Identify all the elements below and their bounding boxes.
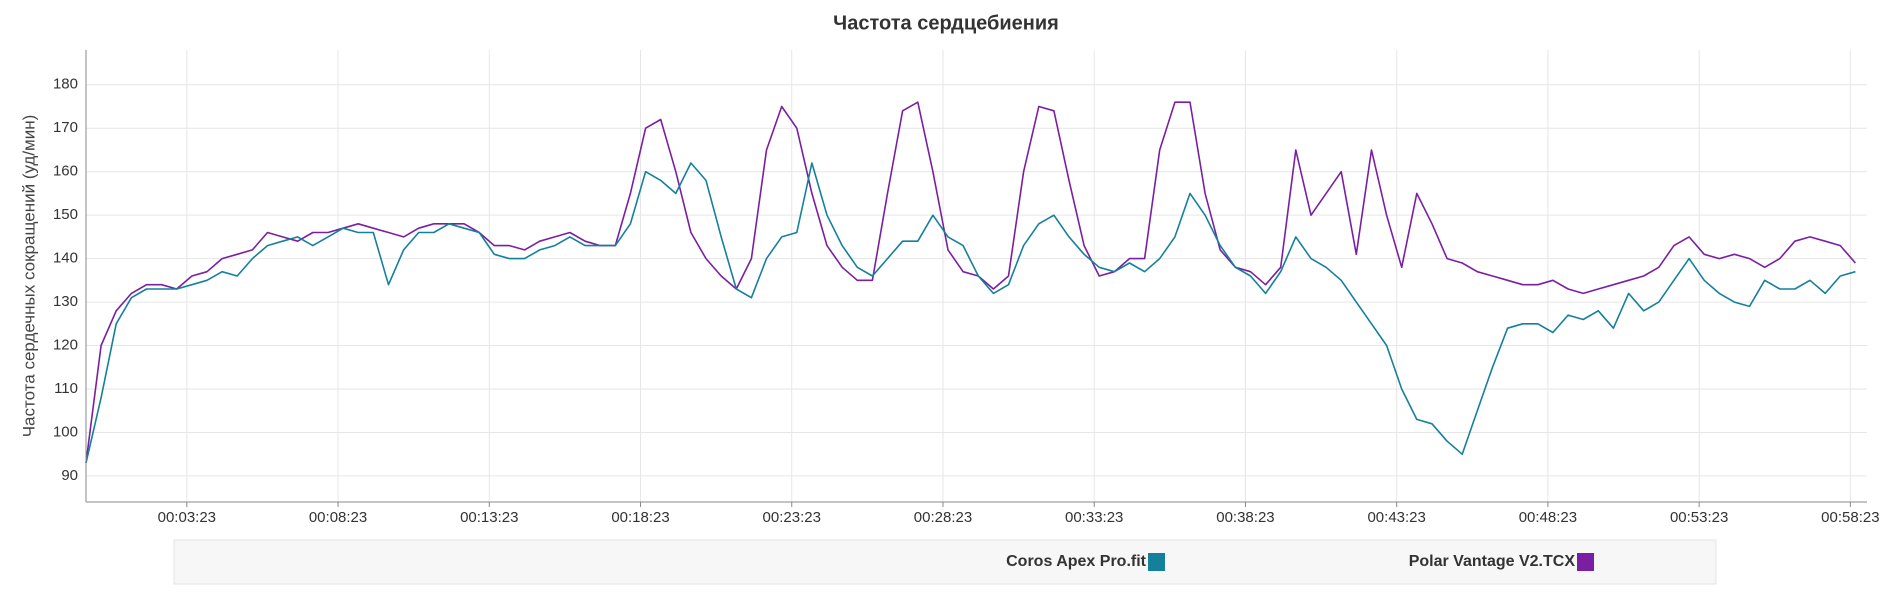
chart-title: Частота сердцебиения: [833, 12, 1059, 34]
legend-box: [173, 539, 1717, 585]
y-tick-label: 120: [53, 337, 78, 354]
y-tick-label: 90: [61, 467, 78, 484]
legend-label: Polar Vantage V2.TCX: [1409, 553, 1576, 570]
legend-item[interactable]: Coros Apex Pro.fit: [1006, 553, 1165, 571]
legend-item[interactable]: Polar Vantage V2.TCX: [1409, 553, 1594, 571]
y-axis-label: Частота сердечных сокращений (уд/мин): [19, 115, 38, 438]
x-tick-label: 00:33:23: [1065, 509, 1123, 526]
y-tick-label: 130: [53, 293, 78, 310]
y-tick-label: 150: [53, 206, 78, 223]
y-tick-label: 170: [53, 119, 78, 136]
y-tick-label: 140: [53, 250, 78, 267]
x-tick-label: 00:23:23: [763, 509, 821, 526]
legend-label: Coros Apex Pro.fit: [1006, 553, 1147, 570]
x-tick-label: 00:03:23: [158, 509, 216, 526]
plot: [85, 101, 1857, 464]
x-tick-label: 00:08:23: [309, 509, 367, 526]
legend-swatch: [1148, 553, 1165, 571]
x-tick-label: 00:13:23: [460, 509, 518, 526]
x-tick-label: 00:38:23: [1216, 509, 1274, 526]
y-tick-label: 110: [54, 380, 78, 397]
series-line: [85, 162, 1856, 464]
x-tick-label: 00:28:23: [914, 509, 972, 526]
x-tick-label: 00:43:23: [1367, 509, 1425, 526]
y-tick-label: 160: [53, 163, 78, 180]
x-tick-label: 00:18:23: [611, 509, 669, 526]
series-line: [85, 101, 1857, 464]
x-tick-label: 00:48:23: [1519, 509, 1577, 526]
y-tick-label: 100: [53, 423, 78, 440]
x-tick-label: 00:58:23: [1821, 509, 1879, 526]
grid: [86, 50, 1867, 502]
y-tick-label: 180: [53, 76, 78, 93]
legend-swatch: [1577, 553, 1594, 571]
x-tick-label: 00:53:23: [1670, 509, 1728, 526]
